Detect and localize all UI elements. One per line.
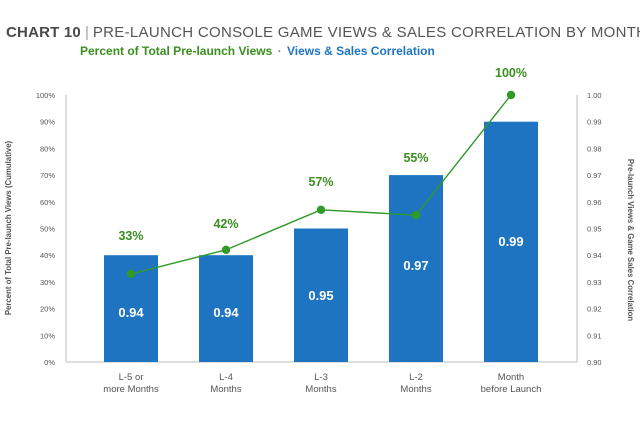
- right-tick-label: 0.95: [587, 225, 602, 234]
- left-axis-ticks: 0% 10% 20% 30% 40% 50% 60% 70% 80% 90% 100%: [36, 91, 56, 367]
- correlation-bar-label: 0.99: [498, 234, 523, 249]
- category-label: L-4: [219, 372, 233, 383]
- left-tick-label: 30%: [40, 278, 55, 287]
- subtitle-correlation-series: Views & Sales Correlation: [286, 44, 435, 58]
- category-label: Months: [210, 384, 241, 395]
- right-axis-ticks: 0.90 0.91 0.92 0.93 0.94 0.95 0.96 0.97 0.98 0.99…: [587, 91, 602, 367]
- right-tick-label: 0.92: [587, 305, 602, 314]
- category-label: more Months: [103, 384, 159, 395]
- right-tick-label: 0.97: [587, 171, 602, 180]
- left-axis-title: Percent of Total Pre-launch Views (Cumul…: [4, 140, 13, 315]
- category-label: L-3: [314, 372, 328, 383]
- right-tick-label: 0.93: [587, 278, 602, 287]
- right-tick-label: 0.96: [587, 198, 602, 207]
- views-data-label: 55%: [403, 151, 428, 165]
- right-tick-label: 0.94: [587, 251, 602, 260]
- views-data-label: 100%: [495, 66, 527, 80]
- correlation-bar: [199, 255, 253, 362]
- views-line-series: 33% 42% 57% 55% 100%: [118, 66, 527, 279]
- correlation-bar-label: 0.97: [403, 258, 428, 273]
- right-tick-label: 0.99: [587, 118, 602, 127]
- correlation-bar-label: 0.95: [308, 288, 333, 303]
- left-tick-label: 90%: [40, 118, 55, 127]
- correlation-bar-label: 0.94: [118, 305, 144, 320]
- correlation-bar: [294, 228, 348, 362]
- right-tick-label: 0.90: [587, 358, 602, 367]
- left-tick-label: 40%: [40, 251, 55, 260]
- left-tick-label: 0%: [44, 358, 55, 367]
- category-label: before Launch: [481, 384, 542, 395]
- views-point: [126, 269, 136, 279]
- chart-header: CHART 10 | PRE-LAUNCH CONSOLE GAME VIEWS &…: [6, 24, 640, 42]
- views-point: [506, 90, 516, 100]
- header-separator: |: [84, 24, 89, 41]
- views-point: [221, 245, 231, 255]
- correlation-bar: [484, 121, 538, 362]
- right-axis-title: Pre-launch Views & Game Sales Correlatio…: [626, 159, 635, 322]
- category-label: Month: [498, 372, 524, 383]
- left-tick-label: 80%: [40, 144, 55, 153]
- correlation-bar-label: 0.94: [213, 305, 239, 320]
- views-data-label: 42%: [213, 217, 238, 231]
- left-tick-label: 20%: [40, 305, 55, 314]
- left-tick-label: 100%: [36, 91, 56, 100]
- views-point: [411, 210, 421, 220]
- left-tick-label: 70%: [40, 171, 55, 180]
- views-data-label: 57%: [308, 175, 333, 189]
- subtitle-separator: ·: [277, 44, 282, 58]
- left-tick-label: 60%: [40, 198, 55, 207]
- right-tick-label: 1.00: [587, 91, 602, 100]
- left-tick-label: 10%: [40, 331, 55, 340]
- category-label: Months: [400, 384, 431, 395]
- right-tick-label: 0.91: [587, 331, 602, 340]
- chart-number: CHART 10: [6, 24, 81, 41]
- correlation-bar: [389, 175, 443, 362]
- left-tick-label: 50%: [40, 225, 55, 234]
- chart-subtitle: Percent of Total Pre-launch Views · View…: [80, 44, 435, 58]
- views-data-label: 33%: [118, 229, 143, 243]
- category-label: L-2: [409, 372, 423, 383]
- views-point: [316, 205, 326, 215]
- subtitle-views-series: Percent of Total Pre-launch Views: [80, 44, 273, 58]
- chart-title: PRE-LAUNCH CONSOLE GAME VIEWS & SALES CO…: [92, 24, 640, 41]
- right-tick-label: 0.98: [587, 144, 602, 153]
- correlation-bars: 0.94 0.94 0.95 0.97 0.99: [104, 121, 538, 362]
- category-label: Months: [305, 384, 336, 395]
- category-label: L-5 or: [119, 372, 144, 383]
